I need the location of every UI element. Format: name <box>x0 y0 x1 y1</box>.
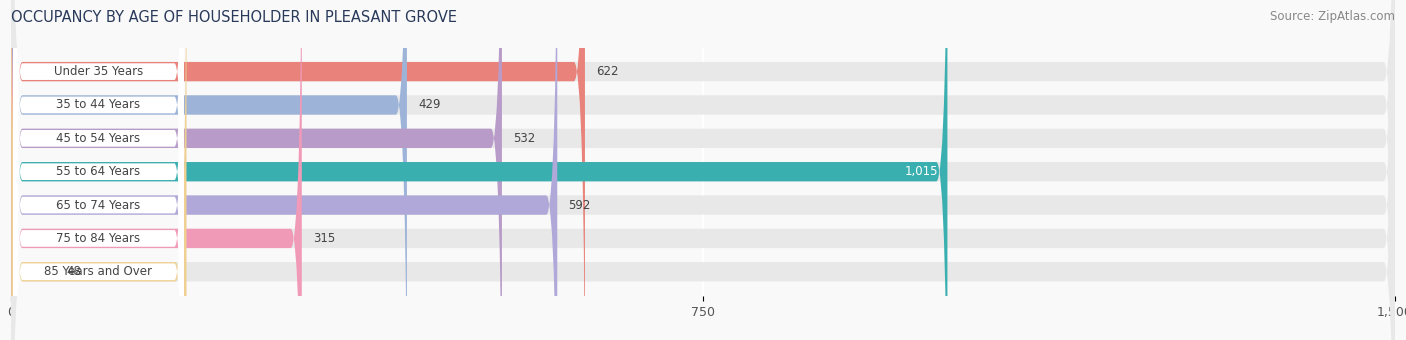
FancyBboxPatch shape <box>11 0 585 340</box>
Text: 48: 48 <box>66 265 82 278</box>
Text: 75 to 84 Years: 75 to 84 Years <box>56 232 141 245</box>
Text: 45 to 54 Years: 45 to 54 Years <box>56 132 141 145</box>
FancyBboxPatch shape <box>11 0 187 340</box>
FancyBboxPatch shape <box>11 0 1395 340</box>
FancyBboxPatch shape <box>13 0 184 340</box>
FancyBboxPatch shape <box>13 0 184 340</box>
FancyBboxPatch shape <box>11 0 1395 340</box>
FancyBboxPatch shape <box>11 0 1395 340</box>
FancyBboxPatch shape <box>13 0 184 340</box>
FancyBboxPatch shape <box>13 0 184 340</box>
FancyBboxPatch shape <box>11 0 1395 340</box>
FancyBboxPatch shape <box>11 0 1395 340</box>
FancyBboxPatch shape <box>11 0 302 340</box>
FancyBboxPatch shape <box>11 0 948 340</box>
Text: 315: 315 <box>314 232 335 245</box>
FancyBboxPatch shape <box>11 0 557 340</box>
Text: 55 to 64 Years: 55 to 64 Years <box>56 165 141 178</box>
FancyBboxPatch shape <box>11 0 1395 340</box>
Text: 1,015: 1,015 <box>904 165 938 178</box>
Text: 429: 429 <box>418 99 440 112</box>
Text: 592: 592 <box>568 199 591 211</box>
Text: 35 to 44 Years: 35 to 44 Years <box>56 99 141 112</box>
Text: Source: ZipAtlas.com: Source: ZipAtlas.com <box>1270 10 1395 23</box>
Text: Under 35 Years: Under 35 Years <box>53 65 143 78</box>
FancyBboxPatch shape <box>13 0 184 340</box>
FancyBboxPatch shape <box>11 0 502 340</box>
Text: 532: 532 <box>513 132 536 145</box>
FancyBboxPatch shape <box>13 0 184 340</box>
Text: 65 to 74 Years: 65 to 74 Years <box>56 199 141 211</box>
Text: 85 Years and Over: 85 Years and Over <box>45 265 152 278</box>
FancyBboxPatch shape <box>11 0 406 340</box>
FancyBboxPatch shape <box>13 0 184 340</box>
Text: OCCUPANCY BY AGE OF HOUSEHOLDER IN PLEASANT GROVE: OCCUPANCY BY AGE OF HOUSEHOLDER IN PLEAS… <box>11 10 457 25</box>
FancyBboxPatch shape <box>11 0 1395 340</box>
Text: 622: 622 <box>596 65 619 78</box>
